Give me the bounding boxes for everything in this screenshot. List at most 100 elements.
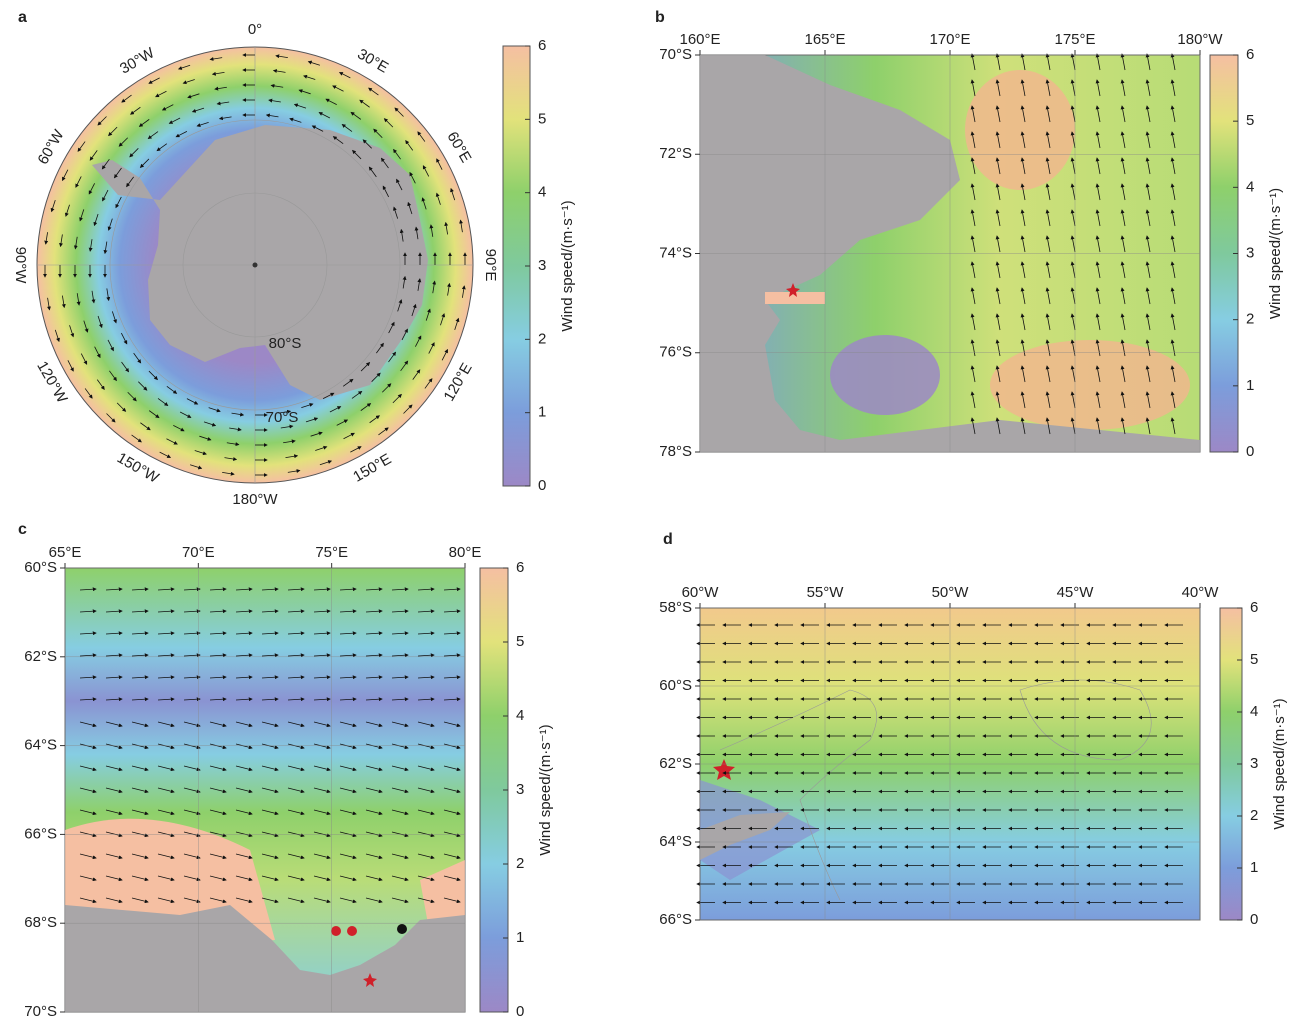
wind-vector — [105, 853, 123, 860]
colorbar-label: Wind speed/(m·s⁻¹) — [1271, 698, 1288, 829]
wind-vector — [1145, 131, 1151, 149]
wind-vector — [1120, 131, 1126, 149]
lat-label: 66°S — [24, 825, 57, 842]
wind-vector — [183, 853, 201, 860]
wind-vector — [343, 432, 355, 440]
lon-label: 30°E — [354, 45, 391, 76]
wind-vector — [157, 631, 175, 636]
wind-vector — [313, 853, 331, 860]
wind-vector — [391, 765, 409, 772]
wind-vector — [79, 721, 97, 728]
wind-vector — [54, 329, 60, 343]
wind-vector — [1095, 183, 1101, 201]
wind-vector — [1170, 79, 1176, 97]
wind-vector — [131, 721, 149, 728]
wind-vector — [261, 743, 279, 750]
wind-vector — [287, 631, 305, 636]
wind-vector — [421, 197, 427, 210]
wind-vector — [391, 721, 409, 728]
wind-vector — [365, 875, 383, 882]
wind-vector — [1095, 287, 1101, 305]
wind-vector — [362, 139, 372, 149]
wind-vector — [1095, 157, 1101, 175]
wind-vector — [365, 587, 383, 592]
wind-vector — [1070, 157, 1076, 175]
wind-vector — [287, 587, 305, 592]
wind-vector — [101, 158, 110, 170]
wind-vector — [443, 675, 461, 680]
wind-vector — [444, 221, 449, 235]
lon-label: 170°E — [929, 31, 970, 48]
wind-vector — [313, 765, 331, 772]
wind-vector — [393, 206, 399, 219]
wind-vector — [157, 875, 175, 882]
wind-vector — [235, 897, 253, 904]
wind-vector — [159, 451, 172, 458]
wind-vector — [1070, 261, 1076, 279]
wind-vector — [360, 362, 371, 372]
wind-vector — [995, 79, 1001, 97]
wind-vector — [1120, 157, 1126, 175]
colorbar-tick-label: 0 — [516, 1003, 524, 1020]
wind-vector — [1095, 339, 1101, 357]
wind-vector — [105, 831, 123, 838]
lon-label: 80°E — [449, 544, 482, 561]
wind-vector — [1045, 131, 1051, 149]
wind-vector — [995, 287, 1001, 305]
wind-vector — [209, 875, 227, 882]
wind-vector — [1070, 209, 1076, 227]
wind-vector — [46, 297, 51, 311]
wind-vector — [131, 743, 149, 750]
wind-vector — [459, 219, 464, 233]
lat-label: 70°S — [266, 409, 299, 426]
wind-vector — [359, 99, 370, 108]
wind-vector — [313, 609, 331, 614]
wind-vector — [1045, 339, 1051, 357]
lat-label: 66°S — [659, 911, 692, 928]
wind-vector — [360, 403, 372, 411]
wind-vector — [155, 90, 167, 98]
colorbar-tick-label: 6 — [516, 559, 524, 576]
wind-vector — [1145, 235, 1151, 253]
wind-vector — [131, 765, 149, 772]
wind-vector — [131, 853, 149, 860]
wind-vector — [67, 360, 74, 372]
wind-vector — [80, 353, 88, 365]
wind-vector — [186, 398, 199, 405]
colorbar-tick-label: 3 — [516, 781, 524, 798]
wind-vector — [138, 119, 150, 127]
colorbar-tick-label: 2 — [1246, 311, 1254, 328]
wind-vector — [443, 587, 461, 592]
wind-vector — [59, 234, 63, 248]
wind-vector — [391, 853, 409, 860]
wind-vector — [268, 98, 281, 103]
wind-vector — [1145, 417, 1151, 435]
wind-vector — [1045, 183, 1051, 201]
wind-vector — [191, 107, 205, 113]
wind-vector — [1145, 183, 1151, 201]
wind-vector — [339, 765, 357, 772]
wind-vector — [138, 381, 148, 391]
wind-vector — [183, 875, 201, 882]
antarctica — [92, 125, 428, 400]
wind-vector — [394, 107, 404, 117]
wind-vector — [365, 853, 383, 860]
wind-vector — [183, 697, 201, 702]
wind-vector — [105, 631, 123, 636]
wind-vector — [425, 308, 431, 321]
wind-vector — [995, 183, 1001, 201]
lon-label: 65°E — [49, 544, 82, 561]
wind-vector — [970, 183, 976, 201]
wind-vector — [107, 218, 113, 231]
wind-vector — [157, 653, 175, 658]
wind-vector — [970, 313, 976, 331]
wind-vector — [1170, 287, 1176, 305]
lat-label: 60°S — [659, 677, 692, 694]
wind-vector — [105, 809, 123, 816]
wind-vector — [443, 853, 461, 860]
wind-vector — [391, 631, 409, 636]
wind-vector — [441, 348, 448, 361]
lon-label: 165°E — [804, 31, 845, 48]
wind-vector — [424, 378, 433, 389]
